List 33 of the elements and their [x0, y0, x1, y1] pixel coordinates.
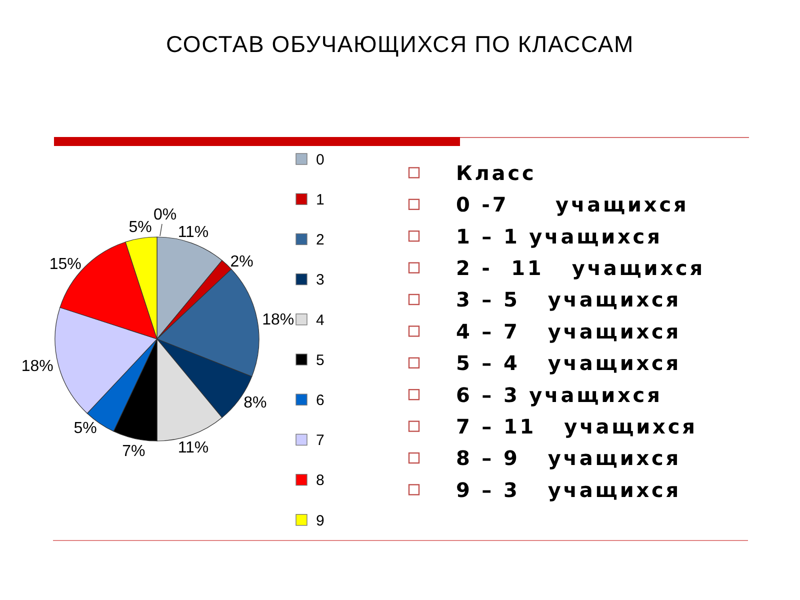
data-label: 2%: [230, 254, 254, 271]
text: 0 -7 учащихся: [456, 192, 689, 217]
text: 6 – 3 учащихся: [456, 382, 662, 407]
data-label: 18%: [21, 358, 54, 376]
legend-label: 0: [316, 151, 324, 168]
text: Класс: [456, 160, 536, 185]
legend-label: 8: [316, 472, 324, 490]
text: 0%: [153, 206, 177, 224]
data-label: 7%: [122, 443, 146, 460]
legend-label: 5: [316, 352, 324, 369]
text: 5 – 4 учащихся: [456, 351, 682, 376]
data-label: 18%: [262, 312, 294, 329]
text: 8 – 9 учащихся: [456, 446, 682, 470]
text: 1 – 1 учащихся: [456, 224, 662, 248]
text: СОСТАВ ОБУЧАЮЩИХСЯ ПО КЛАССАМ: [166, 31, 634, 58]
legend-label: 9: [316, 512, 324, 530]
data-label: 5%: [128, 218, 152, 236]
data-label: 8%: [244, 394, 267, 412]
text: 4 – 7 учащихся: [456, 319, 682, 344]
legend-label: 6: [316, 392, 324, 409]
legend-label: 7: [316, 432, 324, 450]
text: 3 – 5 учащихся: [456, 288, 682, 312]
legend-label: 3: [316, 272, 324, 289]
data-label: 15%: [49, 256, 82, 273]
data-label: 5%: [74, 420, 97, 438]
text: 9 – 3 учащихся: [456, 478, 682, 502]
data-label: 11%: [178, 224, 209, 241]
legend-label: 4: [316, 312, 324, 329]
data-label: 11%: [178, 439, 209, 456]
legend-label: 1: [316, 192, 324, 208]
legend-label: 2: [316, 232, 324, 249]
text: 2 - 11 учащихся: [456, 256, 706, 280]
text: 7 – 11 учащихся: [456, 414, 698, 438]
